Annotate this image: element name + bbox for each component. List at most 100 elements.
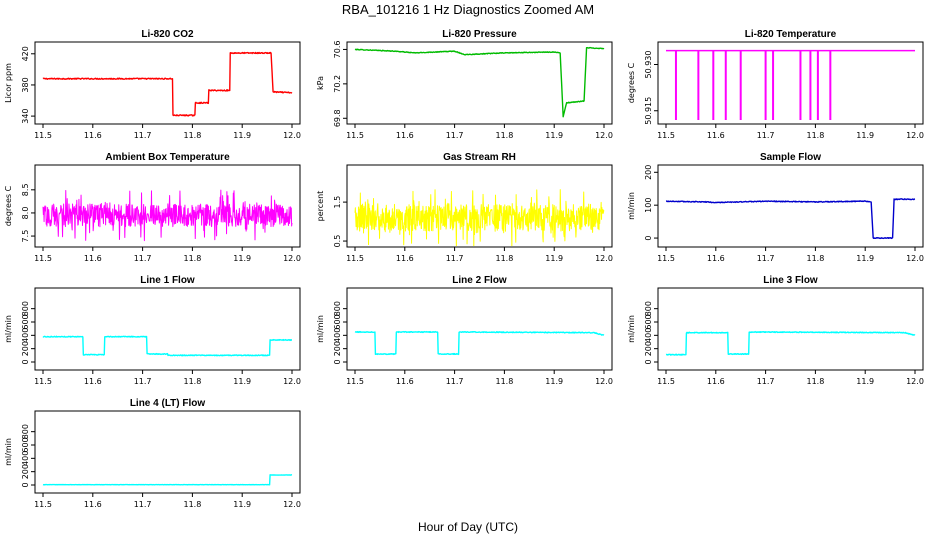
sample-flow-plot-frame <box>657 164 924 248</box>
li-820-co2-y-axis-label: Licor ppm <box>4 63 13 103</box>
li-820-temperature-y-axis-label: degrees C <box>627 62 636 103</box>
line-2-flow-series-line <box>354 330 605 356</box>
line-3-flow-x-tick-label: 11.7 <box>757 377 775 386</box>
ambient-box-temperature-x-tick-label: 11.8 <box>183 254 201 263</box>
gas-stream-rh-y-axis-label: percent <box>316 191 325 222</box>
line-3-flow-y-axis-label: ml/min <box>627 315 636 343</box>
line-4-lt-flow-x-tick-label: 11.5 <box>34 500 52 509</box>
figure-title: RBA_101216 1 Hz Diagnostics Zoomed AM <box>342 2 594 17</box>
line-3-flow-y-tick-label: 0 <box>644 359 653 364</box>
sample-flow-x-tick-label: 12.0 <box>906 254 924 263</box>
ambient-box-temperature-y-tick-label: 8.5 <box>21 183 30 196</box>
line-4-lt-flow-y-tick-label: 600 <box>21 437 30 452</box>
li-820-co2-y-tick-label: 380 <box>21 77 30 92</box>
ambient-box-temperature-x-tick-label: 11.7 <box>134 254 152 263</box>
panel-line-2-flow: Line 2 Flow 11.5 11.6 11.7 11.8 11.9 12.0 0 2004… <box>316 275 613 386</box>
line-4-lt-flow-y-tick-label: 0 <box>21 482 30 487</box>
li-820-pressure-y-tick-label: 70.2 <box>333 75 342 93</box>
line-2-flow-data-area <box>354 330 605 356</box>
line-4-lt-flow-plot-frame <box>34 410 301 494</box>
li-820-temperature-x-tick-label: 11.5 <box>657 131 675 140</box>
ambient-box-temperature-series-line <box>42 189 293 242</box>
li-820-pressure-x-tick-label: 11.7 <box>446 131 464 140</box>
line-2-flow-y-tick-label: 200 <box>333 341 342 356</box>
line-3-flow-x-tick-label: 11.5 <box>657 377 675 386</box>
li-820-co2-title: Li-820 CO2 <box>141 29 194 40</box>
line-2-flow-y-tick-label: 800 <box>333 301 342 316</box>
li-820-co2-data-area <box>42 51 293 117</box>
sample-flow-x-tick-label: 11.8 <box>806 254 824 263</box>
line-3-flow-y-tick-label: 400 <box>644 328 653 343</box>
gas-stream-rh-y-tick-label: 0.5 <box>333 235 342 248</box>
ambient-box-temperature-data-area <box>42 189 293 242</box>
panel-gas-stream-rh: Gas Stream RH 11.5 11.6 11.7 11.8 11.9 12.0 0.5… <box>316 152 613 263</box>
li-820-temperature-x-tick-label: 11.9 <box>856 131 874 140</box>
li-820-temperature-x-tick-label: 11.6 <box>707 131 725 140</box>
li-820-co2-x-tick-label: 11.9 <box>233 131 251 140</box>
line-1-flow-y-tick-label: 0 <box>21 359 30 364</box>
panel-li-820-co2: Li-820 CO2 11.5 11.6 11.7 11.8 11.9 12.0 340 380… <box>4 29 301 140</box>
ambient-box-temperature-plot-frame <box>34 164 301 248</box>
line-1-flow-plot-frame <box>34 287 301 371</box>
li-820-co2-y-tick-label: 420 <box>21 46 30 61</box>
line-1-flow-x-tick-label: 11.5 <box>34 377 52 386</box>
line-3-flow-title: Line 3 Flow <box>763 275 818 286</box>
gas-stream-rh-x-tick-label: 11.9 <box>545 254 563 263</box>
panel-li-820-pressure: Li-820 Pressure 11.5 11.6 11.7 11.8 11.9 12.0 6… <box>316 29 613 140</box>
sample-flow-x-tick-label: 11.6 <box>707 254 725 263</box>
line-2-flow-plot-frame <box>346 287 613 371</box>
line-1-flow-x-tick-label: 11.6 <box>84 377 102 386</box>
li-820-co2-x-tick-label: 11.7 <box>134 131 152 140</box>
line-4-lt-flow-y-tick-label: 800 <box>21 424 30 439</box>
gas-stream-rh-series-line <box>354 189 605 246</box>
li-820-temperature-x-tick-label: 12.0 <box>906 131 924 140</box>
line-1-flow-x-tick-label: 11.7 <box>134 377 152 386</box>
ambient-box-temperature-x-tick-label: 12.0 <box>283 254 301 263</box>
line-3-flow-x-tick-label: 11.9 <box>856 377 874 386</box>
panel-grid: Li-820 CO2 11.5 11.6 11.7 11.8 11.9 12.0 340 380… <box>4 29 924 509</box>
sample-flow-y-axis-label: ml/min <box>627 192 636 220</box>
li-820-pressure-y-tick-label: 70.6 <box>333 41 342 59</box>
li-820-pressure-x-tick-label: 11.5 <box>346 131 364 140</box>
ambient-box-temperature-x-tick-label: 11.5 <box>34 254 52 263</box>
line-1-flow-y-tick-label: 400 <box>21 328 30 343</box>
line-4-lt-flow-y-tick-label: 400 <box>21 451 30 466</box>
line-4-lt-flow-data-area <box>42 474 293 486</box>
li-820-co2-series-line <box>42 51 293 117</box>
gas-stream-rh-x-tick-label: 11.6 <box>396 254 414 263</box>
line-1-flow-series-line <box>42 335 293 357</box>
panel-ambient-box-temperature: Ambient Box Temperature 11.5 11.6 11.7 11.8 1… <box>4 152 301 263</box>
li-820-temperature-x-tick-label: 11.7 <box>757 131 775 140</box>
li-820-pressure-title: Li-820 Pressure <box>442 29 517 40</box>
line-1-flow-y-axis-label: ml/min <box>4 315 13 343</box>
line-4-lt-flow-y-tick-label: 200 <box>21 464 30 479</box>
line-3-flow-plot-frame <box>657 287 924 371</box>
gas-stream-rh-plot-frame <box>346 164 613 248</box>
li-820-co2-plot-frame <box>34 41 301 125</box>
line-4-lt-flow-series-line <box>42 474 293 486</box>
li-820-pressure-x-tick-label: 11.6 <box>396 131 414 140</box>
line-1-flow-y-tick-label: 800 <box>21 301 30 316</box>
line-2-flow-x-tick-label: 11.9 <box>545 377 563 386</box>
sample-flow-y-tick-label: 200 <box>644 165 653 180</box>
line-1-flow-y-tick-label: 200 <box>21 341 30 356</box>
line-2-flow-x-tick-label: 11.7 <box>446 377 464 386</box>
ambient-box-temperature-title: Ambient Box Temperature <box>105 152 230 163</box>
li-820-co2-x-tick-label: 11.5 <box>34 131 52 140</box>
ambient-box-temperature-x-tick-label: 11.9 <box>233 254 251 263</box>
line-3-flow-data-area <box>665 330 916 356</box>
ambient-box-temperature-y-axis-label: degrees C <box>4 185 13 226</box>
line-2-flow-x-tick-label: 11.5 <box>346 377 364 386</box>
li-820-temperature-y-tick-label: 50.930 <box>644 51 653 79</box>
line-2-flow-y-tick-label: 400 <box>333 328 342 343</box>
line-4-lt-flow-x-tick-label: 12.0 <box>283 500 301 509</box>
line-2-flow-x-tick-label: 11.6 <box>396 377 414 386</box>
gas-stream-rh-y-tick-label: 1.5 <box>333 196 342 209</box>
li-820-temperature-title: Li-820 Temperature <box>745 29 837 40</box>
gas-stream-rh-x-tick-label: 11.7 <box>446 254 464 263</box>
line-3-flow-y-tick-label: 200 <box>644 341 653 356</box>
line-4-lt-flow-x-tick-label: 11.8 <box>183 500 201 509</box>
li-820-pressure-x-tick-label: 11.9 <box>545 131 563 140</box>
gas-stream-rh-data-area <box>354 189 605 246</box>
gas-stream-rh-x-tick-label: 12.0 <box>595 254 613 263</box>
